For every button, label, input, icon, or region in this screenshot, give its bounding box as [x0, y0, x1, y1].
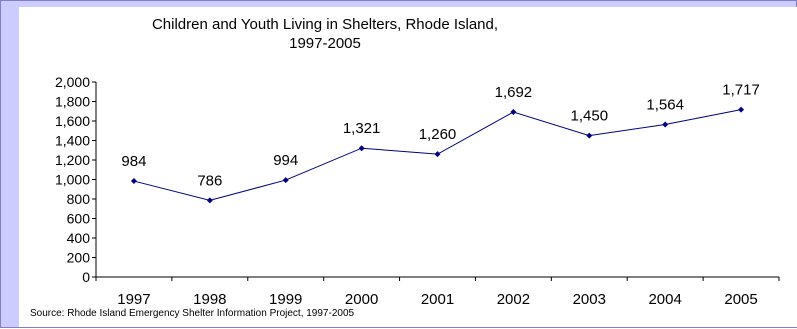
y-tick-label: 400 [67, 230, 91, 246]
x-tick-label: 2004 [648, 291, 681, 308]
chart-title-line-2: 1997-2005 [289, 35, 361, 52]
y-tick-label: 1,600 [55, 113, 90, 129]
data-label: 1,260 [419, 126, 457, 143]
chart-title: Children and Youth Living in Shelters, R… [19, 15, 631, 53]
data-label: 1,321 [343, 120, 381, 137]
x-tick-label: 1997 [117, 291, 150, 308]
y-tick-label: 2,000 [55, 74, 90, 90]
data-label: 1,564 [646, 97, 684, 114]
x-tick-label: 1998 [193, 291, 226, 308]
y-tick-label: 1,200 [55, 152, 90, 168]
chart-title-line-1: Children and Youth Living in Shelters, R… [151, 16, 499, 33]
x-tick-label: 2001 [421, 291, 454, 308]
data-point [282, 177, 289, 184]
y-tick-label: 200 [67, 250, 91, 266]
data-label: 1,717 [722, 82, 760, 99]
x-tick-label: 1999 [269, 291, 302, 308]
y-tick-label: 1,800 [55, 94, 90, 110]
data-point [510, 109, 517, 116]
data-label: 994 [273, 152, 298, 169]
data-label: 1,692 [495, 84, 533, 101]
x-tick-label: 2000 [345, 291, 378, 308]
data-point [358, 145, 365, 152]
x-tick-label: 2003 [573, 291, 606, 308]
data-label: 984 [121, 153, 146, 170]
x-tick-label: 2005 [724, 291, 757, 308]
chart-panel [19, 7, 797, 327]
y-tick-label: 800 [67, 191, 91, 207]
y-tick-label: 0 [82, 269, 90, 285]
data-point [130, 178, 137, 185]
data-label: 1,450 [571, 108, 609, 125]
x-tick-label: 2002 [497, 291, 530, 308]
y-tick-label: 1,400 [55, 133, 90, 149]
data-point [662, 121, 669, 128]
data-point [206, 197, 213, 204]
data-point [738, 106, 745, 113]
data-point [434, 151, 441, 158]
chart-source: Source: Rhode Island Emergency Shelter I… [30, 308, 355, 319]
y-tick-label: 600 [67, 211, 91, 227]
data-point [586, 132, 593, 139]
y-tick-label: 1,000 [55, 172, 90, 188]
data-label: 786 [197, 172, 222, 189]
